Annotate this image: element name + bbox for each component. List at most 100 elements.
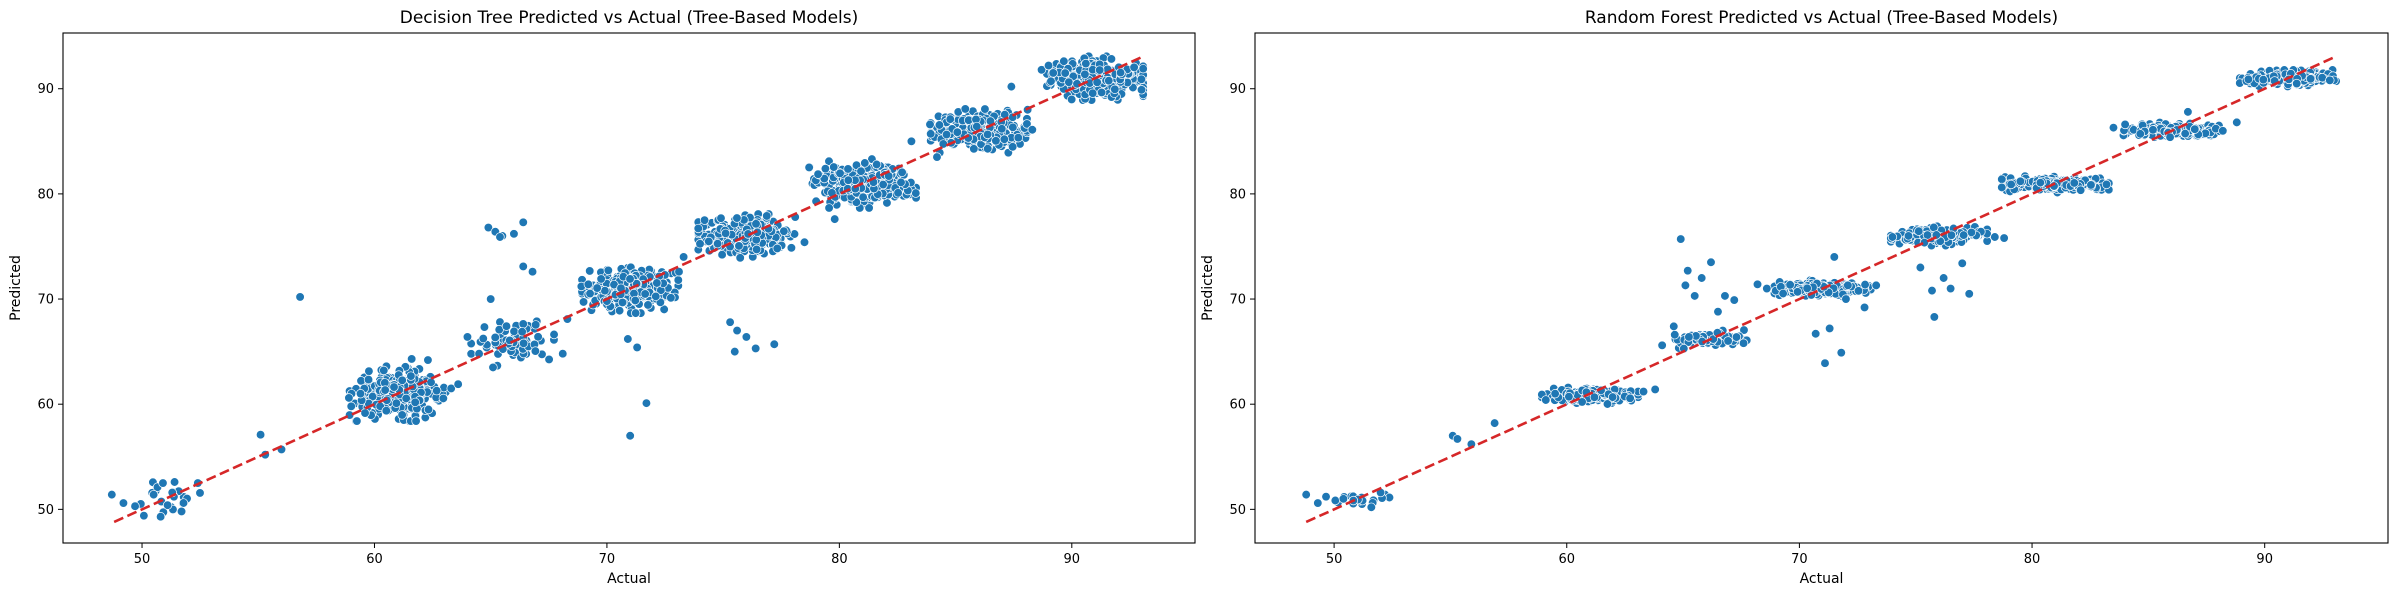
data-point [673,275,683,285]
data-point [896,177,906,188]
data-point [1048,68,1058,78]
data-point [600,286,610,296]
data-point [969,144,979,154]
data-point [517,327,527,337]
data-point [813,169,823,179]
data-point [2305,74,2316,84]
data-point [1824,323,1835,334]
data-point [1301,489,1311,500]
data-point [720,228,731,239]
data-point [530,346,541,356]
data-point [583,279,593,289]
y-tick-label: 60 [37,398,54,413]
data-point [1997,174,2007,184]
data-point [1138,64,1148,74]
data-point [786,243,797,253]
data-point [699,215,710,225]
data-point [1657,340,1667,350]
data-point [941,129,952,140]
data-point [960,104,970,114]
data-point [509,229,519,239]
data-point [178,498,189,508]
rf-chart-title: Random Forest Predicted vs Actual (Tree-… [1585,8,2058,28]
data-point [1110,84,1120,94]
data-point [130,501,140,511]
data-point [381,406,391,416]
y-tick-label: 50 [1229,503,1246,518]
data-point [1859,302,1870,313]
data-point [169,477,180,487]
data-point [1697,273,1707,283]
data-point [295,292,305,302]
data-point [1589,392,1600,402]
data-point [2148,125,2158,135]
data-point [2101,179,2112,190]
data-point [453,379,463,389]
data-point [1060,68,1070,78]
data-point [1887,232,1898,242]
data-point [1043,60,1054,71]
data-point [531,320,541,330]
data-point [762,211,772,221]
data-point [501,321,512,331]
data-point [751,343,761,354]
data-point [592,283,602,293]
data-point [982,129,993,140]
data-point [1081,58,1091,69]
decision-tree-chart: Decision Tree Predicted vs Actual (Tree-… [8,8,1196,587]
data-point [1929,312,1939,322]
data-point [486,294,496,304]
data-point [860,158,870,168]
data-point [732,213,742,223]
data-point [716,213,726,223]
data-point [1059,56,1069,66]
x-tick-label: 70 [599,552,616,567]
x-tick-label: 80 [2024,552,2041,567]
data-point [1013,133,1023,143]
dt-y-axis-label: Predicted [8,255,24,321]
data-point [155,512,166,522]
data-point [346,401,356,411]
y-tick-label: 80 [37,187,54,202]
data-point [741,332,752,342]
dt-points [107,51,1148,522]
data-point [2183,107,2193,117]
data-point [495,232,505,242]
data-point [426,377,436,387]
data-point [533,332,543,342]
data-point [479,322,490,332]
data-point [2258,75,2268,85]
data-point [1095,65,1105,75]
data-point [1577,397,1587,407]
data-point [623,334,633,344]
data-point [344,393,354,403]
data-point [1080,69,1090,79]
data-point [735,253,745,263]
y-tick-label: 70 [1229,293,1246,308]
data-point [1829,252,1839,262]
data-point [1871,280,1881,291]
data-point [1602,399,1613,409]
data-point [926,129,936,139]
data-point [997,124,1007,134]
data-point [1106,54,1117,64]
data-point [466,349,476,359]
data-point [695,239,705,249]
rf-axes-frame [1254,32,2389,544]
data-point [176,506,187,517]
data-point [1680,280,1691,291]
data-point [380,385,390,395]
data-point [2325,75,2335,85]
data-point [518,217,528,227]
x-tick-label: 50 [134,552,151,567]
data-point [1739,325,1749,335]
data-point [1036,65,1047,75]
data-point [641,398,652,408]
x-tick-label: 90 [2256,552,2273,567]
data-point [713,238,723,249]
data-point [2069,178,2079,188]
data-point [779,226,789,236]
rf-x-axis-label: Actual [1800,571,1844,587]
data-point [2076,185,2086,195]
data-point [856,166,866,176]
